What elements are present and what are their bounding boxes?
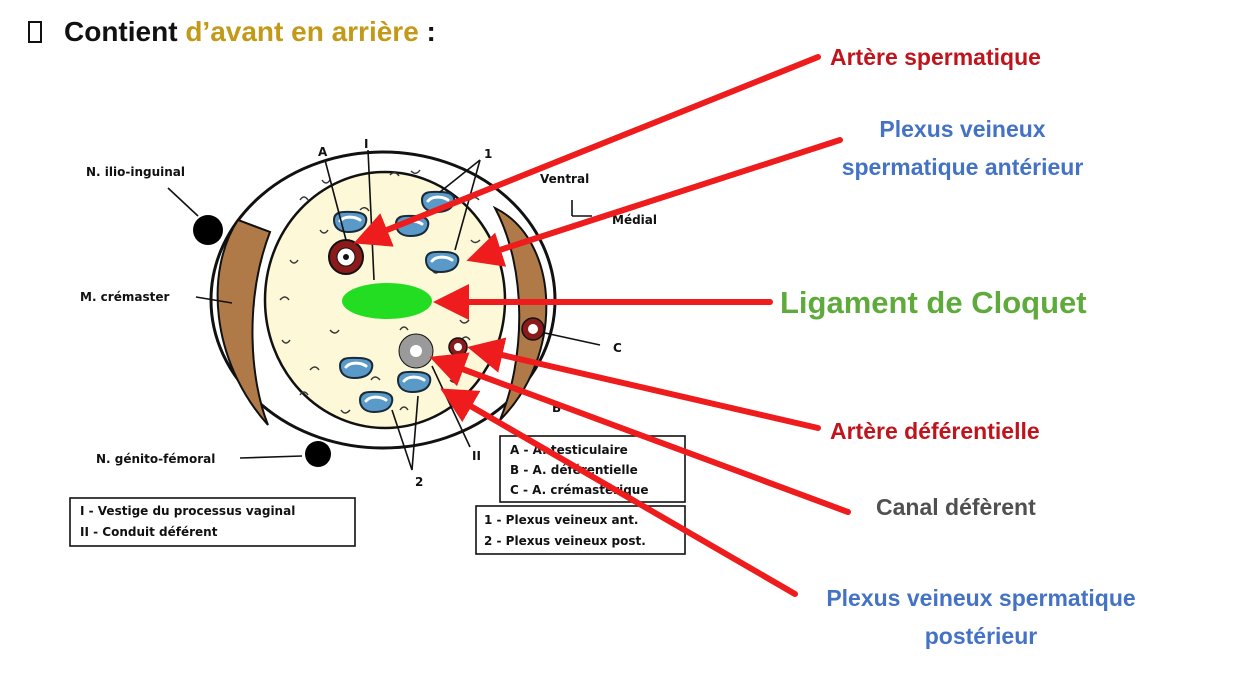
vein-posterior-1 [338,356,374,380]
callout-plexus-posterieur: Plexus veineux spermatique postérieur [790,579,1172,655]
heading-accent: d’avant en arrière [185,16,419,47]
callout-artere-spermatique: Artère spermatique [830,44,1041,70]
label-ventral: Ventral [540,172,589,186]
legend-box-arteries [499,435,686,503]
vein-anterior-4 [424,250,460,274]
nerve-genito-femoral [305,441,331,467]
label-medial: Médial [612,213,657,227]
label-n-ilio-inguinal: N. ilio-inguinal [86,165,185,179]
legend-left-2: II - Conduit déférent [80,525,218,539]
mark-1: 1 [484,147,492,161]
mark-a: A [318,145,328,159]
callout-plexus-anterieur-line-1: Plexus veineux [879,116,1046,142]
legend-plexus-1: 1 - Plexus veineux ant. [484,513,639,527]
callout-plexus-posterieur-line-1: Plexus veineux spermatique [826,585,1136,611]
mark-ii: II [472,449,481,463]
arrow-artere-deferentielle [467,337,821,431]
arrow-plexus-posterieur [440,388,798,597]
callout-ligament: Ligament de Cloquet [780,285,1087,320]
legend-left-1: I - Vestige du processus vaginal [80,504,295,518]
callout-plexus-posterieur-line-2: postérieur [924,623,1038,649]
legend-arteries-2: B - A. déférentielle [510,463,638,477]
label-m-cremaster: M. crémaster [80,290,169,304]
mark-2: 2 [415,475,423,489]
callout-canal-deferent: Canal défèrent [876,494,1036,520]
legend-arteries-1: A - A. testiculaire [510,443,628,457]
callout-artere-deferentielle: Artère déférentielle [830,418,1040,444]
arrow-artere-spermatique [353,54,821,247]
label-n-genito-femoral: N. génito-fémoral [96,452,215,466]
nerve-ilio-inguinal [193,215,223,245]
slide-heading: Contient d’avant en arrière : [28,16,436,48]
arrow-canal-deferent [429,352,851,515]
mark-c: C [613,341,622,355]
vein-posterior-3 [358,390,394,414]
legend-box-left [69,497,356,547]
mark-i: I [364,137,368,151]
legend-plexus-2: 2 - Plexus veineux post. [484,534,646,548]
vein-posterior-2 [396,370,432,394]
heading-suffix: : [426,16,436,47]
mark-b: B [552,401,561,415]
callout-plexus-anterieur-line-2: spermatique antérieur [841,154,1084,180]
arrow-plexus-anterieur [466,137,843,267]
legend-box-plexus [475,505,686,555]
callout-plexus-anterieur: Plexus veineux spermatique antérieur [810,110,1115,186]
heading-prefix: Contient [64,16,178,47]
cremaster-left [216,218,272,426]
ligament-de-cloquet [342,283,432,319]
bullet-box-icon [28,21,42,43]
